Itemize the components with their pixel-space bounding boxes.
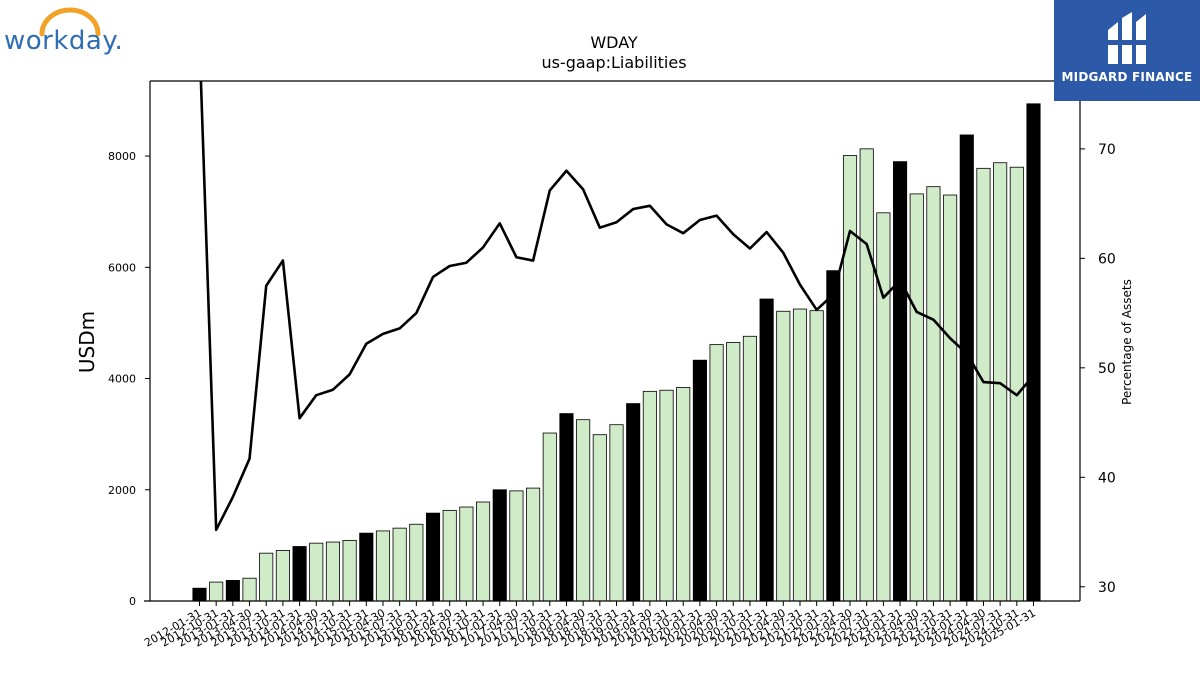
y-tick-label: 8000: [108, 150, 136, 163]
y-axis-label: USDm: [75, 311, 99, 373]
bar: [709, 344, 724, 602]
company-logo: workday.: [4, 4, 134, 60]
bar: [542, 432, 557, 602]
bar: [342, 539, 357, 602]
bar: [192, 587, 207, 602]
publisher-badge: MIDGARD FINANCE: [1054, 0, 1200, 101]
bar: [259, 552, 274, 602]
y-tick-label: 6000: [108, 261, 136, 274]
bar: [225, 580, 240, 602]
bar: [926, 186, 941, 602]
publisher-name: MIDGARD FINANCE: [1061, 70, 1193, 84]
bar: [1026, 103, 1041, 602]
bar: [626, 403, 641, 602]
bar: [893, 161, 908, 602]
bar: [976, 167, 991, 602]
company-logo-text: workday.: [4, 26, 124, 56]
bar: [809, 310, 824, 602]
bar: [792, 308, 808, 602]
y2-tick-label: 50: [1098, 361, 1116, 377]
bar: [459, 506, 474, 602]
bar: [409, 523, 424, 602]
y2-tick-label: 40: [1098, 470, 1116, 486]
bar: [742, 335, 757, 602]
series-line: [199, 81, 1035, 532]
y2-tick-label: 70: [1098, 142, 1116, 158]
y2-tick-label: 30: [1098, 580, 1116, 596]
bar: [359, 532, 374, 602]
bar: [492, 489, 507, 602]
y2-tick-label: 60: [1098, 251, 1116, 267]
bar: [642, 390, 657, 602]
bar: [692, 359, 707, 602]
bar: [859, 148, 874, 602]
bar: [392, 527, 407, 602]
bar: [842, 155, 858, 602]
publisher-mark-icon: [1106, 12, 1148, 64]
bar: [909, 193, 924, 602]
bar: [959, 134, 974, 602]
chart-title: WDAY: [590, 33, 638, 52]
bar: [576, 419, 591, 602]
bar: [726, 341, 741, 602]
bar: [776, 310, 791, 602]
bar: [759, 298, 774, 602]
bar: [592, 434, 607, 602]
axes: 0200040006000800030405060702012-01-31201…: [108, 80, 1116, 650]
bar: [275, 549, 290, 602]
bar: [526, 487, 541, 602]
logo-arc-icon: [39, 7, 101, 37]
bar: [209, 581, 224, 602]
bar: [676, 387, 691, 602]
bar: [476, 501, 491, 602]
bar: [292, 546, 307, 602]
bar: [242, 577, 257, 602]
bar: [876, 212, 891, 602]
bar: [943, 194, 958, 602]
bar: [659, 389, 674, 602]
bar-series: [192, 103, 1041, 602]
bar: [309, 542, 324, 602]
chart-subtitle: us-gaap:Liabilities: [541, 53, 686, 72]
bar: [609, 424, 624, 602]
y-tick-label: 0: [129, 595, 136, 608]
bar: [826, 270, 841, 602]
y-tick-label: 2000: [108, 484, 136, 497]
y-tick-label: 4000: [108, 373, 136, 386]
y2-axis-label: Percentage of Assets: [1120, 279, 1134, 405]
bar: [559, 413, 574, 602]
line-series: [199, 81, 1035, 532]
bar: [509, 490, 524, 602]
bar: [425, 512, 441, 602]
bar: [442, 509, 457, 602]
bar: [1009, 166, 1024, 602]
bar: [325, 541, 340, 602]
bar: [375, 530, 391, 602]
